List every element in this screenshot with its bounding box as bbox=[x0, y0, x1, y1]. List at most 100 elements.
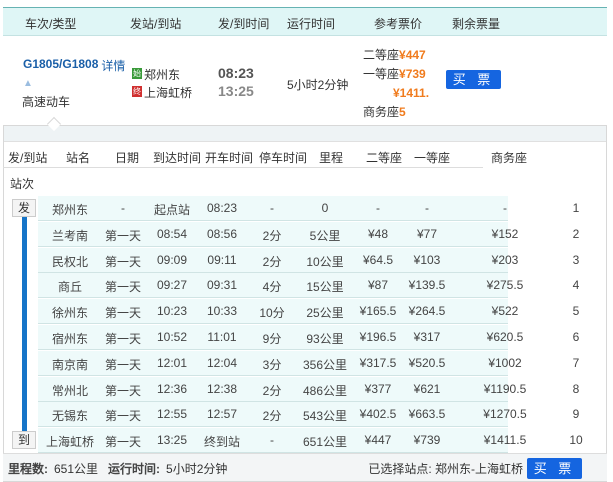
station-cell: ¥522 bbox=[491, 304, 519, 319]
station-row[interactable]: 无锡东 第一天 12:55 12:57 2分 543公里 ¥402.5 ¥663.5 ¥1270… bbox=[38, 402, 579, 428]
station-cell: 10公里 bbox=[306, 254, 344, 269]
station-row[interactable]: 郑州东 - 起点站 08:23 - 0 - - - 1 bbox=[38, 196, 579, 221]
station-row[interactable]: 商丘 第一天 09:27 09:31 4分 15公里 ¥87 ¥139.5 ¥275.5 4 bbox=[38, 273, 579, 299]
station-cell: 8 bbox=[572, 381, 580, 396]
station-cell: ¥77 bbox=[416, 226, 438, 241]
station-cell: 12:04 bbox=[206, 355, 238, 370]
duration-label: 运行时间: bbox=[108, 462, 161, 476]
station-cell: 486公里 bbox=[302, 383, 348, 398]
station-cell: ¥1270.5 bbox=[483, 407, 527, 422]
station-row[interactable]: 南京南 第一天 12:01 12:04 3分 356公里 ¥317.5 ¥520.5 ¥1002… bbox=[38, 350, 579, 376]
station-cell: ¥264.5 bbox=[408, 304, 446, 319]
station-row[interactable]: 兰考南 第一天 08:54 08:56 2分 5公里 ¥48 ¥77 ¥152 2 bbox=[38, 221, 579, 247]
station-cell: 12:36 bbox=[156, 381, 188, 396]
station-cell: 7 bbox=[572, 355, 580, 370]
station-cell: 无锡东 bbox=[51, 409, 89, 424]
col-times: 发/到时间 bbox=[218, 17, 270, 31]
station-cell: 2分 bbox=[262, 383, 282, 398]
station-cell: ¥1190.5 bbox=[483, 381, 527, 396]
station-cell: 543公里 bbox=[302, 409, 348, 424]
station-cell: 起点站 bbox=[153, 203, 191, 217]
station-cell: 第一天 bbox=[104, 228, 142, 243]
station-row[interactable]: 宿州东 第一天 10:52 11:01 9分 93公里 ¥196.5 ¥317 ¥620.5 6 bbox=[38, 325, 579, 350]
station-cell: ¥196.5 bbox=[359, 330, 397, 344]
station-row[interactable]: 上海虹桥 第一天 13:25 终到站 - 651公里 ¥447 ¥739 ¥1411.5 10 bbox=[38, 428, 583, 454]
station-cell: - bbox=[121, 201, 125, 215]
train-title: G1805/G1808 详情 bbox=[23, 57, 125, 74]
station-cell: 10:52 bbox=[156, 330, 188, 344]
station-cell: 2分 bbox=[262, 409, 282, 424]
arrive-tag: 到 bbox=[12, 431, 36, 450]
mileage-label: 里程数: bbox=[8, 462, 48, 476]
station-cell: 3 bbox=[572, 252, 580, 267]
detail-col-header: 开车时间 bbox=[205, 151, 254, 165]
station-cell: ¥663.5 bbox=[408, 407, 446, 422]
station-cell: 徐州东 bbox=[51, 306, 89, 321]
from-station: 郑州东 bbox=[144, 68, 181, 82]
detail-col-header: 站名 bbox=[66, 151, 91, 165]
train-number[interactable]: G1805/G1808 bbox=[23, 57, 99, 71]
footer-summary: 里程数: 651公里 运行时间: 5小时2分钟 bbox=[8, 460, 227, 477]
station-cell: 第一天 bbox=[104, 306, 142, 321]
station-cell: 09:27 bbox=[156, 278, 188, 293]
price-value: 5 bbox=[399, 105, 406, 119]
station-cell: 09:31 bbox=[206, 278, 238, 293]
station-row[interactable]: 徐州东 第一天 10:23 10:33 10分 25公里 ¥165.5 ¥264.5 ¥522 5 bbox=[38, 299, 579, 325]
buy-ticket-button[interactable]: 买 票 bbox=[446, 70, 501, 89]
detail-col-header: 停车时间 bbox=[259, 151, 308, 165]
station-row[interactable]: 常州北 第一天 12:36 12:38 2分 486公里 ¥377 ¥621 ¥1190.5 8 bbox=[38, 376, 579, 402]
station-cell: 356公里 bbox=[302, 357, 348, 372]
station-cell: ¥152 bbox=[491, 226, 519, 241]
station-cell: ¥103 bbox=[413, 252, 441, 267]
detail-col-header: 发/到站 bbox=[8, 151, 48, 165]
station-cell: ¥64.5 bbox=[362, 252, 394, 267]
station-cell: 5公里 bbox=[309, 228, 341, 243]
arrive-time: 13:25 bbox=[218, 83, 254, 99]
detail-link[interactable]: 详情 bbox=[101, 59, 126, 73]
station-cell: - bbox=[503, 201, 507, 215]
station-cell: - bbox=[425, 201, 429, 215]
station-cell: 第一天 bbox=[104, 254, 142, 269]
station-cell: 第一天 bbox=[104, 357, 142, 372]
station-cell: ¥739 bbox=[413, 433, 441, 448]
mileage: 651公里 bbox=[54, 462, 99, 476]
station-cell: 09:09 bbox=[156, 252, 188, 267]
detail-col-header: 里程 bbox=[319, 151, 344, 165]
station-cell: 0 bbox=[321, 201, 329, 215]
station-cell: ¥1002 bbox=[488, 355, 522, 370]
station-cell: 民权北 bbox=[51, 254, 89, 269]
station-cell: 兰考南 bbox=[51, 228, 89, 243]
station-cell: ¥620.5 bbox=[486, 330, 524, 344]
station-cell: ¥621 bbox=[413, 381, 441, 396]
station-cell: 第一天 bbox=[104, 332, 142, 346]
station-cell: 10分 bbox=[259, 306, 285, 321]
station-cell: 第一天 bbox=[104, 383, 142, 398]
station-cell: 2分 bbox=[262, 254, 282, 269]
station-cell: 12:55 bbox=[156, 407, 188, 422]
col-remaining: 剩余票量 bbox=[452, 17, 501, 31]
footer-buy-button[interactable]: 买 票 bbox=[527, 458, 582, 479]
station-cell: ¥275.5 bbox=[486, 278, 524, 293]
station-cell: 郑州东 bbox=[51, 203, 89, 217]
station-cell: - bbox=[376, 201, 380, 215]
station-cell: 4分 bbox=[262, 280, 282, 295]
station-cell: 09:11 bbox=[207, 252, 237, 267]
station-cell: 12:38 bbox=[206, 381, 238, 396]
station-cell: ¥317 bbox=[413, 330, 441, 344]
detail-col-header: 一等座 bbox=[414, 151, 451, 165]
station-cell: 08:23 bbox=[206, 201, 238, 215]
station-cell: ¥48 bbox=[367, 226, 389, 241]
price-list: 二等座¥447 一等座¥739 ¥1411. 商务座5 bbox=[363, 46, 429, 122]
station-cell: 25公里 bbox=[306, 306, 344, 321]
detail-col-header: 日期 bbox=[115, 151, 140, 165]
route-line bbox=[22, 205, 27, 437]
station-cell: ¥377 bbox=[364, 381, 392, 396]
depart-tag: 发 bbox=[12, 199, 36, 217]
train-type: 高速动车 bbox=[22, 95, 71, 109]
station-cell: 9分 bbox=[262, 332, 282, 346]
start-station-badge-icon: 始 bbox=[132, 68, 142, 79]
station-cell: 1 bbox=[572, 201, 580, 215]
station-row[interactable]: 民权北 第一天 09:09 09:11 2分 10公里 ¥64.5 ¥103 ¥203 3 bbox=[38, 247, 579, 273]
collapse-chevron-icon[interactable]: ▲ bbox=[23, 78, 33, 89]
station-cell: 12:01 bbox=[156, 355, 188, 370]
